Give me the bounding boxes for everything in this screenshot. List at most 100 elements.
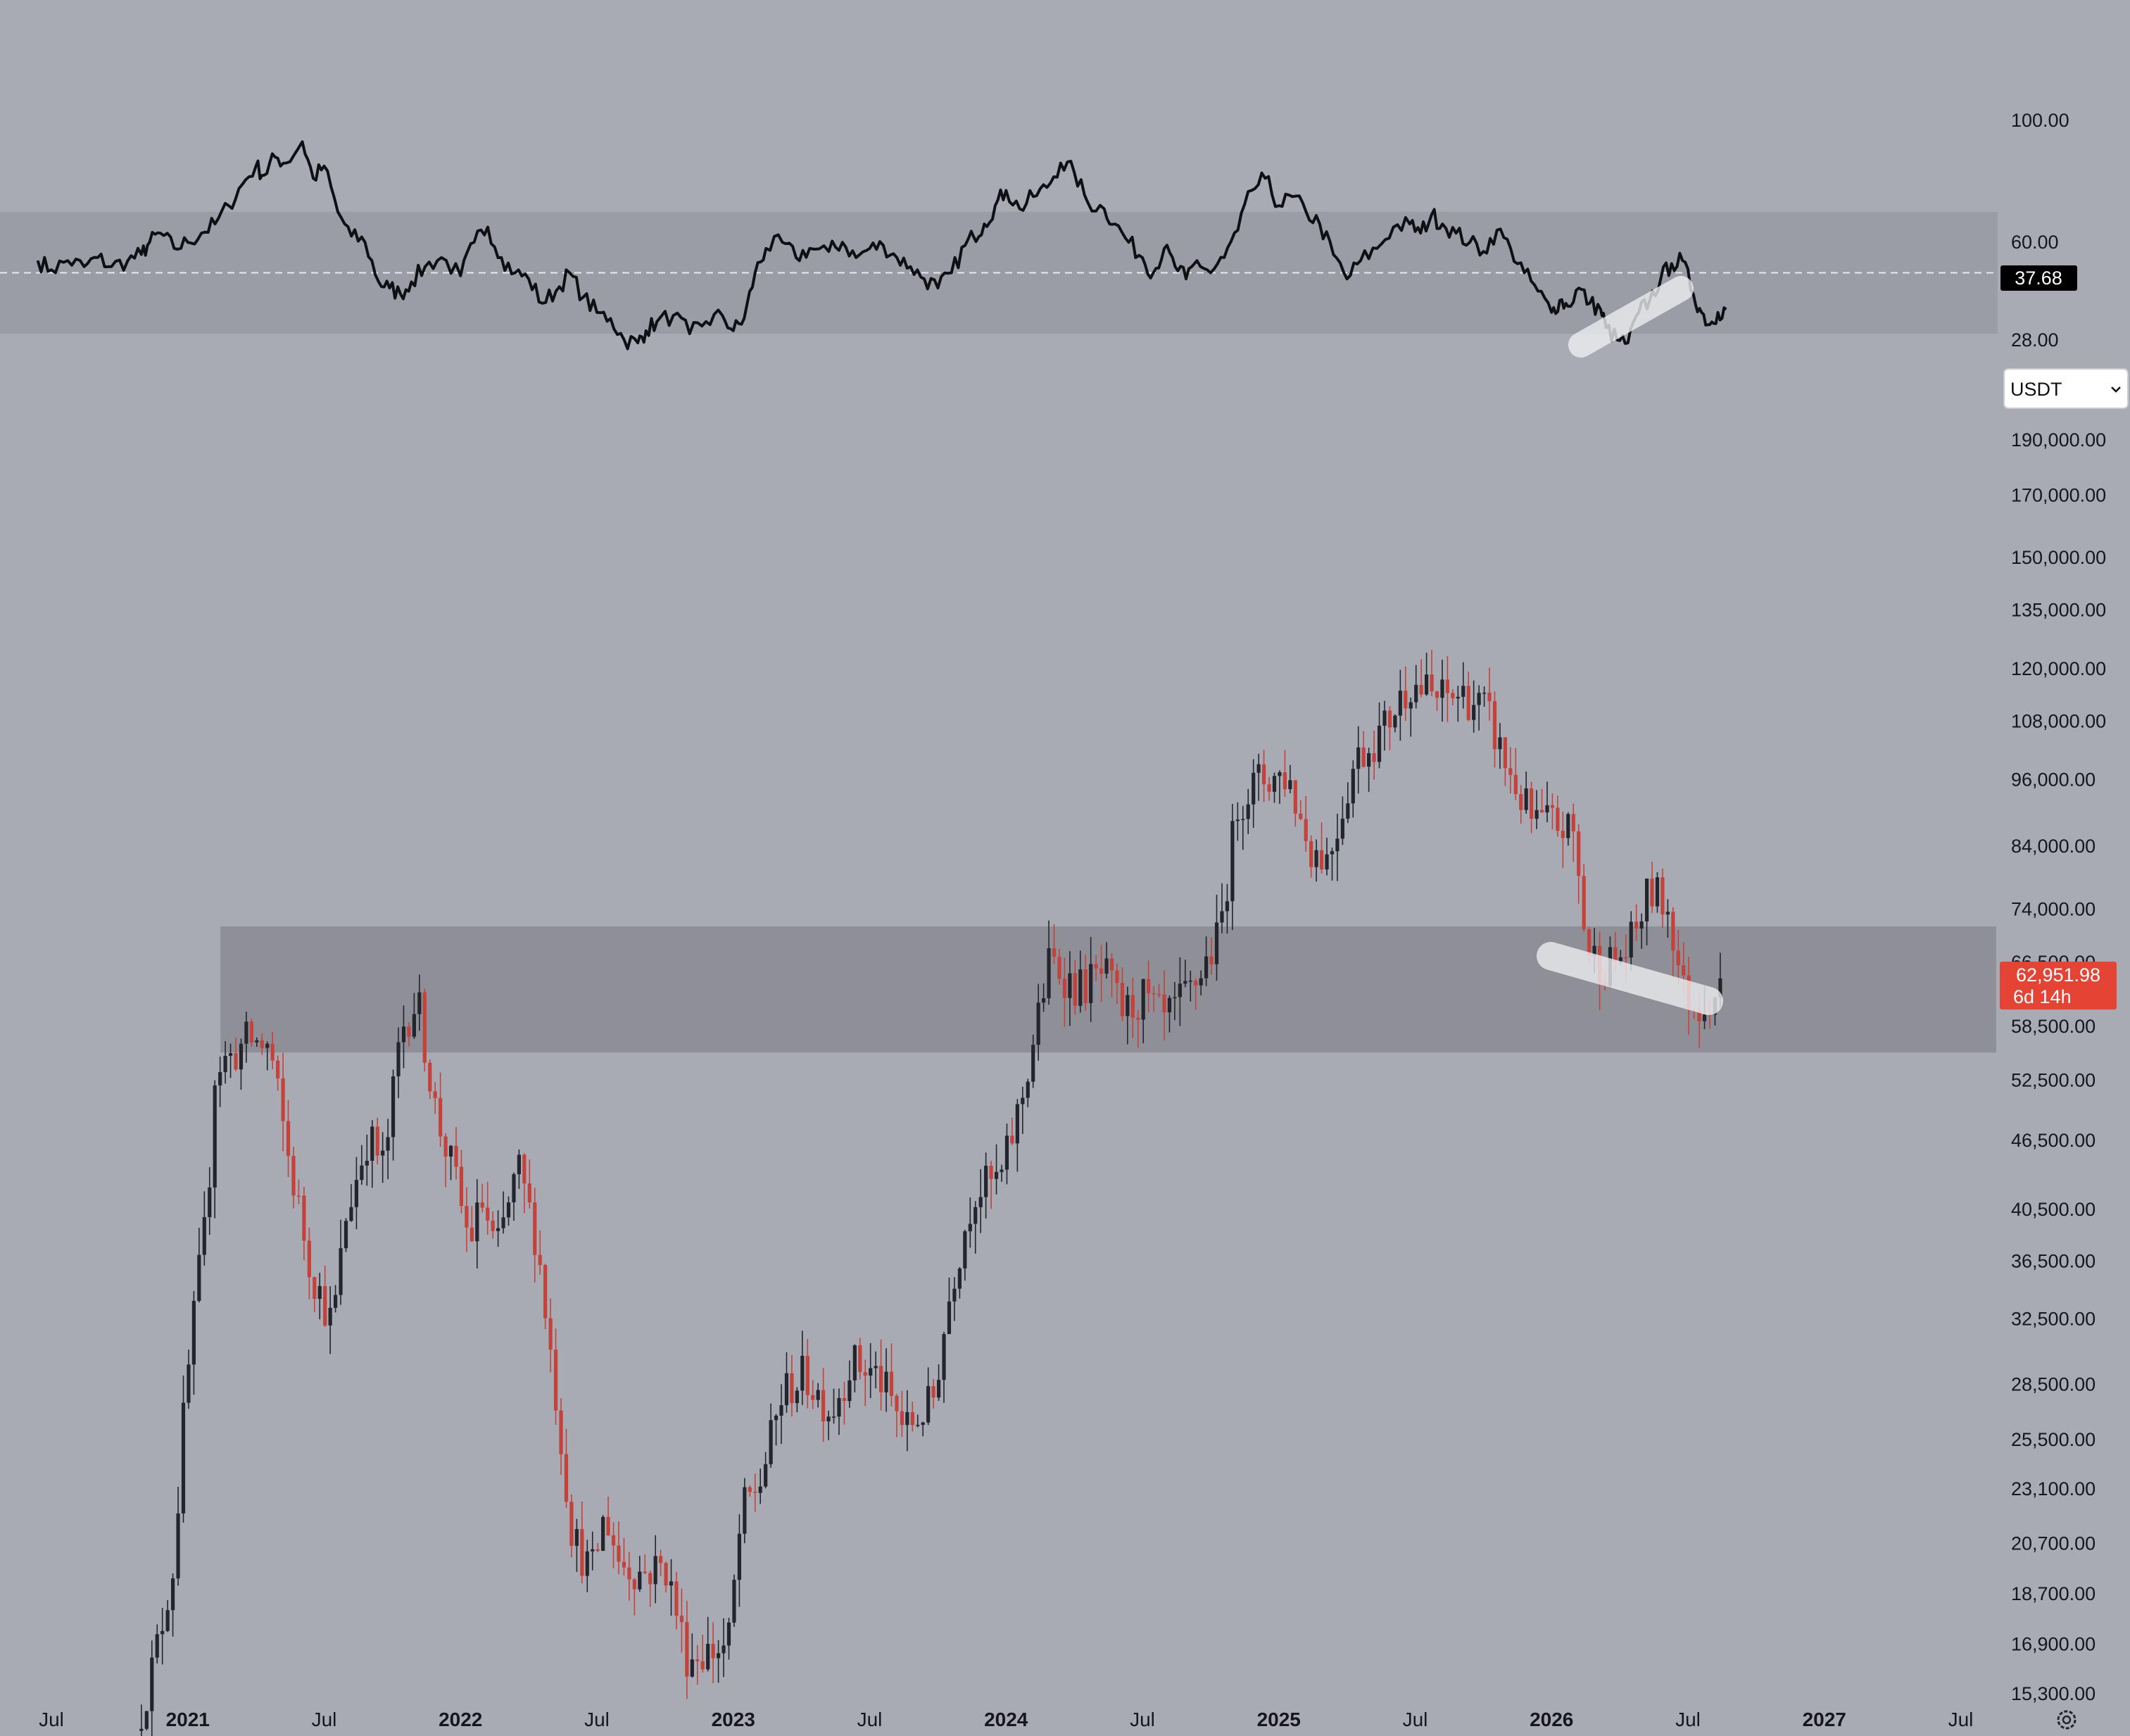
candle-up: [181, 1402, 186, 1514]
price-axis: 190,000.00 170,000.00 150,000.00 135,000.00…: [2011, 429, 2106, 1704]
candle-up: [769, 1420, 773, 1464]
candle-up: [1482, 692, 1487, 694]
candle-down: [569, 1502, 574, 1546]
candle-up: [1004, 1136, 1009, 1170]
candle-down: [1052, 948, 1057, 957]
candle-down: [480, 1202, 484, 1208]
candle-up: [1655, 877, 1660, 907]
current-price-label: 62,951.98: [2016, 964, 2100, 986]
candle-up: [1042, 998, 1046, 1003]
candle-up: [381, 1150, 385, 1156]
candle-up: [360, 1165, 364, 1181]
candle-up: [1356, 747, 1361, 769]
candle-down: [989, 1165, 993, 1179]
candle-up: [1021, 1097, 1025, 1105]
candle-down: [1487, 692, 1492, 702]
candle-down: [700, 1661, 705, 1670]
candle-down: [1613, 947, 1618, 962]
candle-up: [1230, 821, 1235, 902]
candle-down: [1094, 964, 1098, 969]
candle-up: [344, 1221, 348, 1249]
candle-up: [1036, 1002, 1040, 1045]
candle-down: [465, 1206, 469, 1228]
countdown-label: 6d 14h: [2013, 986, 2072, 1007]
price-tick-label: 36,500.00: [2011, 1250, 2096, 1271]
candle-down: [748, 1487, 752, 1492]
time-tick-label: 2027: [1803, 1709, 1846, 1730]
rsi-panel[interactable]: 100.00 60.00 28.00 37.68: [0, 110, 2077, 358]
candle-up: [496, 1228, 500, 1231]
candle-up: [1252, 772, 1256, 805]
price-panel[interactable]: 190,000.00 170,000.00 150,000.00 135,000.00…: [139, 429, 2117, 1736]
candle-down: [296, 1195, 301, 1197]
currency-select[interactable]: USDT: [2003, 368, 2129, 409]
time-tick-label: 2022: [439, 1709, 482, 1730]
candle-up: [716, 1653, 721, 1659]
candle-up: [1461, 686, 1466, 697]
candle-down: [1624, 957, 1628, 959]
candle-up: [1340, 818, 1344, 839]
candle-up: [139, 1728, 144, 1731]
candle-up: [795, 1390, 799, 1404]
price-tick-label: 23,100.00: [2011, 1478, 2096, 1499]
candle-up: [973, 1207, 978, 1224]
candle-up: [1178, 983, 1182, 998]
candle-up: [349, 1207, 353, 1221]
time-tick-label: 2023: [712, 1709, 755, 1730]
candle-up: [942, 1334, 946, 1380]
candle-up: [968, 1224, 972, 1232]
candle-up: [512, 1174, 516, 1202]
time-tick-label: 2021: [166, 1709, 210, 1730]
candle-down: [931, 1386, 935, 1398]
candle-down: [1587, 929, 1592, 956]
candle-down: [632, 1579, 636, 1590]
candle-up: [333, 1295, 338, 1308]
candle-down: [407, 1026, 411, 1037]
rsi-highlight-stroke: [1568, 276, 1694, 358]
candle-up: [1256, 764, 1261, 773]
candle-down: [491, 1220, 495, 1231]
candle-up: [1718, 978, 1722, 998]
candle-down: [1550, 805, 1555, 808]
candle-down: [1451, 693, 1455, 699]
candle-down: [1404, 691, 1408, 709]
candle-up: [784, 1373, 789, 1406]
candle-down: [548, 1318, 553, 1350]
candle-down: [323, 1285, 327, 1326]
candle-up: [501, 1217, 505, 1228]
candle-up: [1246, 804, 1250, 819]
candle-up: [176, 1513, 180, 1579]
candle-down: [1283, 772, 1287, 789]
candle-up: [255, 1040, 259, 1043]
candle-down: [1492, 701, 1497, 750]
candle-up: [994, 1171, 999, 1179]
candle-down: [627, 1567, 631, 1580]
candle-up: [1272, 776, 1277, 792]
candle-up: [1288, 780, 1292, 789]
candle-down: [249, 1021, 253, 1043]
candle-down: [1130, 995, 1135, 1018]
candle-up: [638, 1571, 642, 1590]
candle-down: [1577, 831, 1581, 876]
price-tick-label: 46,500.00: [2011, 1130, 2096, 1151]
price-tick-label: 40,500.00: [2011, 1199, 2096, 1220]
candle-down: [459, 1166, 464, 1207]
candle-up: [1220, 911, 1224, 923]
candle-up: [1424, 674, 1429, 695]
candle-down: [439, 1097, 443, 1137]
candle-up: [984, 1165, 988, 1197]
candle-down: [1361, 747, 1366, 767]
candle-down: [1697, 1009, 1701, 1021]
candle-down: [1136, 1017, 1140, 1020]
candle-up: [779, 1405, 783, 1416]
candle-up: [774, 1415, 779, 1421]
candle-down: [1109, 958, 1114, 971]
gear-icon[interactable]: [2057, 1710, 2077, 1730]
candle-up: [1566, 814, 1570, 838]
candle-up: [1346, 803, 1350, 819]
candle-up: [1351, 769, 1355, 804]
candle-up: [869, 1368, 873, 1376]
candle-up: [947, 1301, 952, 1335]
candle-down: [1435, 691, 1439, 698]
